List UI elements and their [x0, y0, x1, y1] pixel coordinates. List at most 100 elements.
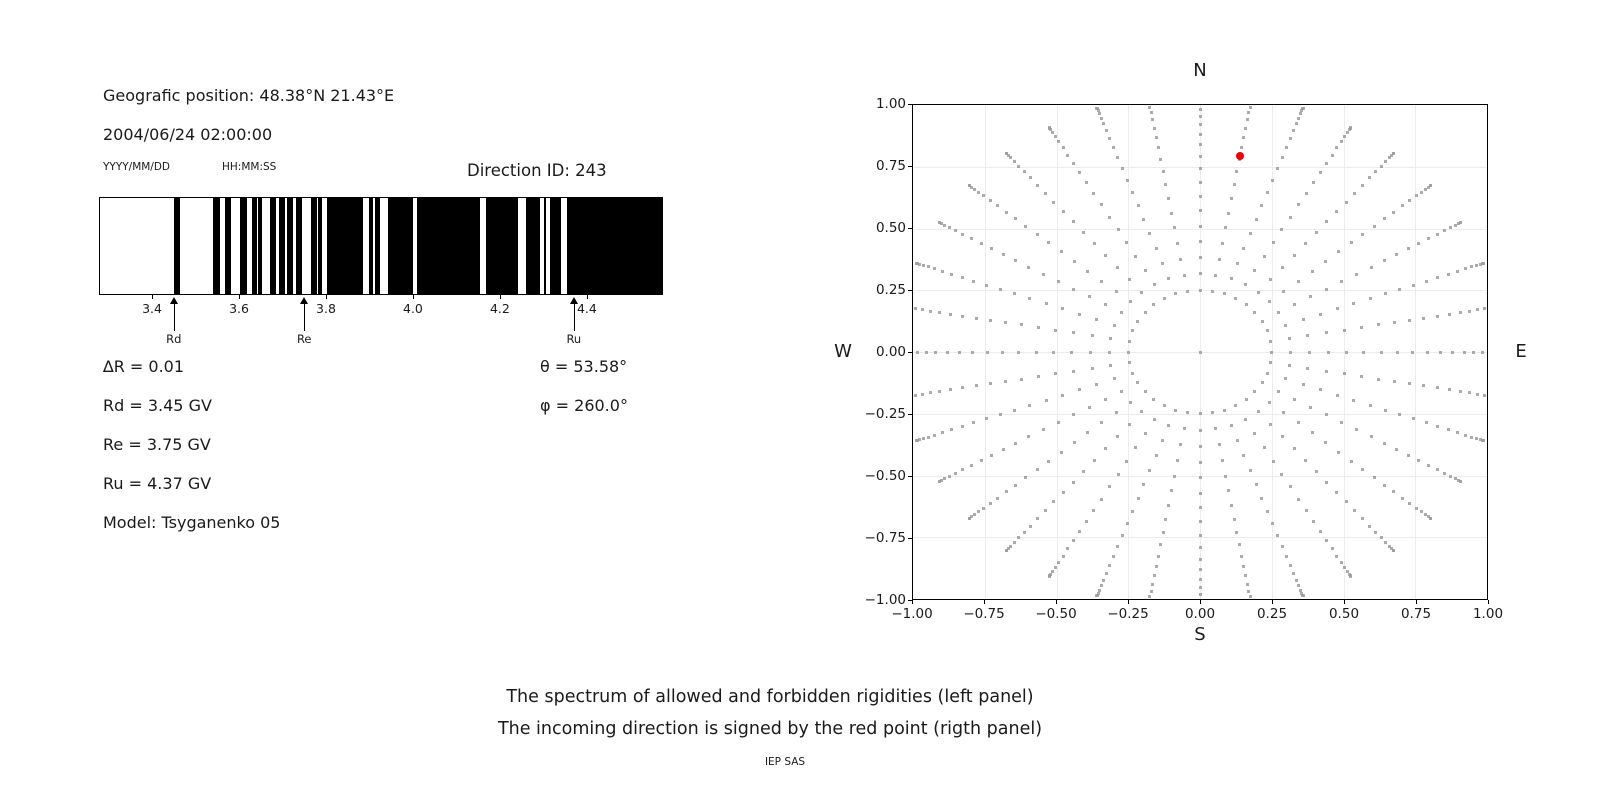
direction-dot: [1103, 303, 1107, 307]
direction-dot: [1078, 171, 1082, 175]
direction-dot: [1116, 545, 1120, 549]
direction-dot: [1095, 106, 1099, 110]
x-axis-tick-label: −0.50: [1035, 606, 1077, 622]
direction-dot: [1217, 443, 1221, 447]
direction-dot: [1053, 135, 1057, 139]
direction-dot: [926, 435, 930, 439]
direction-dot: [1448, 226, 1452, 230]
direction-dot: [1114, 411, 1118, 415]
direction-dot: [1368, 524, 1372, 528]
direction-dot: [1136, 381, 1140, 385]
direction-dot: [984, 417, 988, 421]
direction-dot: [1253, 268, 1257, 272]
direction-dot: [1001, 252, 1005, 256]
arrow-stem: [573, 303, 575, 331]
direction-dot: [1442, 471, 1446, 475]
direction-dot: [1280, 155, 1284, 159]
direction-dot: [1131, 329, 1135, 333]
direction-dot: [1198, 288, 1202, 292]
direction-dot: [1280, 472, 1284, 476]
datetime-text: 2004/06/24 02:00:00: [103, 125, 273, 144]
direction-dot: [1198, 167, 1202, 171]
direction-dot: [1312, 519, 1316, 523]
geographic-position-text: Geografic position: 48.38°N 21.43°E: [103, 86, 395, 105]
direction-dot: [1384, 292, 1388, 296]
direction-dot: [1104, 571, 1108, 575]
direction-dot: [1267, 300, 1271, 304]
direction-dot: [1335, 146, 1339, 150]
gridline-horizontal: [913, 475, 1487, 477]
direction-dot: [1300, 591, 1304, 595]
direction-dot: [961, 468, 965, 472]
direction-dot: [1442, 229, 1446, 233]
direction-dot: [1254, 217, 1258, 221]
direction-dot: [1047, 575, 1051, 579]
direction-dot: [1107, 485, 1111, 489]
direction-dot: [1006, 153, 1010, 157]
direction-dot: [1056, 279, 1060, 283]
direction-dot: [969, 464, 973, 468]
direction-dot: [1463, 267, 1467, 271]
direction-dot: [1448, 474, 1452, 478]
allowed-rigidity-band: [279, 198, 286, 294]
direction-dot: [1156, 554, 1160, 558]
direction-dot: [989, 246, 993, 250]
direction-dot: [961, 386, 965, 390]
direction-dot: [1072, 441, 1076, 445]
x-axis-tick-label: −1.00: [891, 606, 933, 622]
direction-dot: [943, 477, 947, 481]
arrow-up-icon: [169, 297, 178, 304]
direction-dot: [1400, 204, 1404, 208]
direction-dot: [1108, 564, 1112, 568]
direction-dot: [1260, 204, 1264, 208]
direction-dot: [998, 287, 1002, 291]
allowed-rigidity-band: [368, 198, 373, 294]
direction-dot: [1095, 594, 1099, 598]
direction-dot: [1267, 400, 1271, 404]
direction-dot: [1347, 572, 1351, 576]
direction-dot: [1296, 421, 1300, 425]
direction-dot: [1297, 497, 1301, 501]
direction-dot: [1271, 522, 1275, 526]
direction-dot: [1152, 303, 1156, 307]
direction-dot: [1266, 510, 1270, 514]
direction-dot: [1339, 560, 1343, 564]
direction-dot: [1009, 156, 1013, 160]
direction-dot: [1154, 136, 1158, 140]
direction-dot: [1301, 318, 1305, 322]
direction-dot: [972, 513, 976, 517]
direction-dot: [1425, 350, 1429, 354]
direction-dot: [1198, 593, 1202, 597]
gridline-vertical: [1415, 105, 1417, 599]
direction-dot: [1116, 472, 1120, 476]
direction-dot: [1134, 445, 1138, 449]
direction-dot: [1084, 519, 1088, 523]
direction-dot: [1056, 421, 1060, 425]
direction-dot: [1426, 515, 1430, 519]
allowed-rigidity-band: [269, 198, 276, 294]
direction-dot: [1318, 171, 1322, 175]
time-format-label: HH:MM:SS: [222, 161, 277, 173]
direction-dot: [1476, 392, 1480, 396]
allowed-rigidity-band: [543, 198, 546, 294]
direction-dot: [1052, 500, 1056, 504]
re-value: Re = 3.75 GV: [103, 435, 211, 454]
direction-dot: [1242, 136, 1246, 140]
direction-dot: [941, 431, 945, 435]
direction-dot: [1407, 246, 1411, 250]
direction-dot: [1049, 572, 1053, 576]
direction-dot: [1417, 459, 1421, 463]
direction-dot: [1488, 351, 1489, 354]
direction-dot: [1136, 319, 1140, 323]
direction-dot: [1451, 350, 1455, 354]
direction-dot: [977, 190, 981, 194]
direction-dot: [1210, 411, 1214, 415]
direction-dot: [1186, 411, 1190, 415]
direction-dot: [972, 279, 976, 283]
direction-dot: [1087, 295, 1091, 299]
direction-dot: [1280, 434, 1284, 438]
direction-dot: [1246, 582, 1250, 586]
direction-dot: [1304, 191, 1308, 195]
direction-dot: [1198, 491, 1202, 495]
direction-dot: [1242, 454, 1246, 458]
